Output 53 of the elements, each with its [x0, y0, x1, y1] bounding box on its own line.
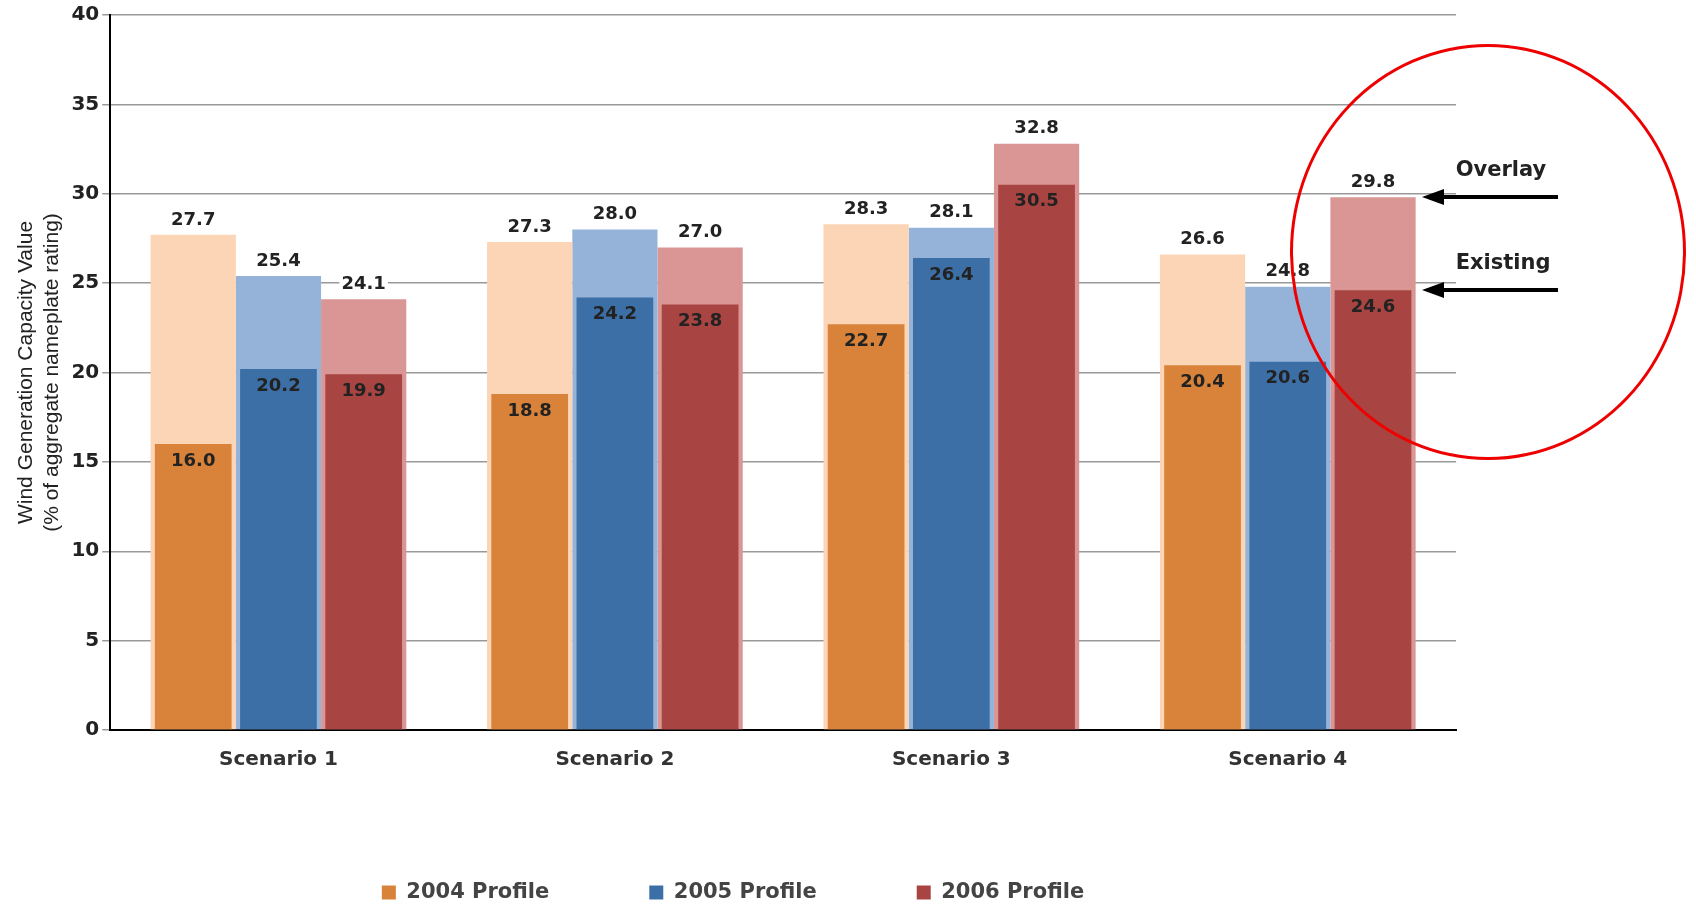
bar: [998, 184, 1075, 730]
data-label: 24.1: [341, 271, 386, 293]
data-label: 23.8: [677, 309, 723, 331]
y-axis-title: Wind Generation Capacity Value (% of aggregate nameplate rating): [13, 213, 62, 532]
y-tick-label: 30: [71, 179, 100, 204]
data-label: 20.6: [1265, 366, 1310, 388]
data-label: 24.6: [1350, 294, 1396, 316]
data-label: 20.4: [1180, 370, 1225, 392]
data-label: 22.7: [843, 328, 889, 350]
y-tick-label: 0: [85, 716, 100, 741]
bar: [1164, 365, 1241, 730]
data-label: 25.4: [256, 248, 301, 270]
data-label: 27.0: [677, 220, 723, 242]
data-label: 19.9: [341, 378, 386, 400]
bar: [240, 368, 317, 730]
x-tick-label: Scenario 4: [1228, 746, 1348, 771]
data-label: 24.2: [592, 302, 638, 324]
x-tick-label: Scenario 2: [555, 746, 675, 771]
data-label: 26.6: [1180, 227, 1225, 249]
data-label: 26.4: [929, 262, 974, 284]
y-tick-label: 20: [71, 358, 100, 383]
data-label: 28.1: [929, 200, 974, 222]
data-label: 27.3: [507, 214, 552, 236]
y-tick-label: 25: [71, 269, 100, 294]
legend-label: 2004 Profile: [406, 878, 550, 903]
data-label: 28.0: [592, 202, 638, 224]
data-label: 30.5: [1014, 189, 1059, 211]
y-tick-label: 35: [71, 90, 100, 115]
y-tick-label: 40: [71, 1, 100, 26]
bar: [1249, 361, 1327, 730]
data-label: 20.2: [256, 373, 301, 395]
data-label: 29.8: [1350, 170, 1396, 191]
data-label: 32.8: [1014, 116, 1059, 138]
bar: [576, 297, 654, 730]
data-label: 16.0: [171, 448, 216, 470]
bar: [827, 324, 905, 730]
data-label: 18.8: [507, 398, 552, 420]
y-tick-label: 5: [85, 626, 100, 651]
y-tick-label: 10: [71, 537, 100, 562]
legend-label: 2005 Profile: [673, 878, 817, 903]
bar: [491, 393, 569, 730]
bar: [1334, 290, 1412, 730]
x-tick-label: Scenario 1: [219, 746, 338, 771]
y-tick-label: 15: [71, 448, 100, 473]
annotation: Existing: [1455, 250, 1551, 275]
bar: [325, 374, 403, 730]
x-tick-label: Scenario 3: [891, 746, 1011, 771]
legend-label: 2006 Profile: [941, 878, 1085, 903]
bar: [154, 444, 232, 730]
data-label: 27.7: [171, 207, 216, 229]
annotation: Overlay: [1455, 157, 1547, 182]
bar: [661, 304, 739, 730]
data-label: 28.3: [843, 196, 889, 218]
